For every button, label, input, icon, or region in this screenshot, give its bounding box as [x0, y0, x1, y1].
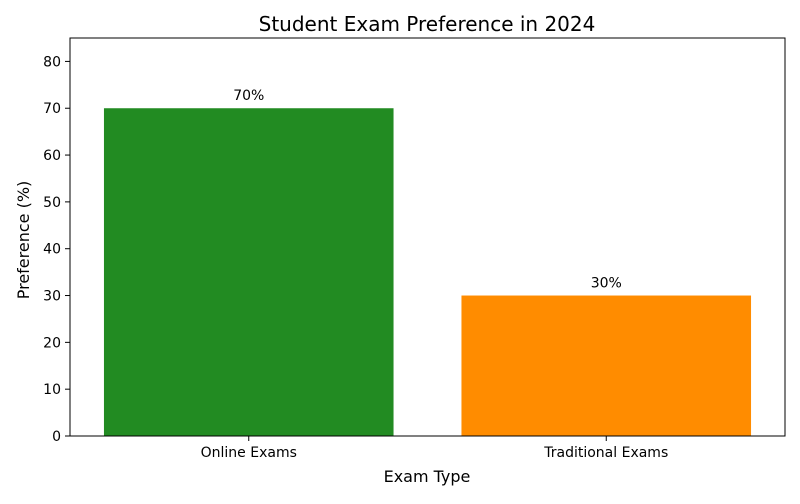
bar-value-label-0: 70% — [233, 88, 264, 104]
x-axis-label: Exam Type — [384, 467, 471, 486]
chart-title: Student Exam Preference in 2024 — [259, 12, 596, 36]
bar-value-label-1: 30% — [591, 276, 622, 292]
y-axis-label: Preference (%) — [14, 181, 33, 300]
bar-0 — [103, 108, 394, 436]
y-tick-label-1: 10 — [43, 382, 61, 398]
bars-layer: 70% 30% — [103, 88, 752, 436]
y-tick-label-7: 70 — [43, 101, 61, 117]
y-tick-label-8: 80 — [43, 54, 61, 70]
y-tick-label-2: 20 — [43, 335, 61, 351]
y-tick-label-6: 60 — [43, 148, 61, 164]
y-tick-label-0: 0 — [52, 429, 61, 445]
x-tick-label-0: Online Exams — [201, 445, 297, 461]
axes-layer: Online Exams Traditional Exams 0 10 20 30 40 50… — [43, 37, 786, 461]
x-tick-label-1: Traditional Exams — [543, 445, 668, 461]
plot-frame — [69, 37, 786, 437]
bar-1 — [461, 295, 752, 436]
y-tick-label-5: 50 — [43, 195, 61, 211]
y-tick-label-4: 40 — [43, 242, 61, 258]
y-tick-label-3: 30 — [43, 289, 61, 305]
